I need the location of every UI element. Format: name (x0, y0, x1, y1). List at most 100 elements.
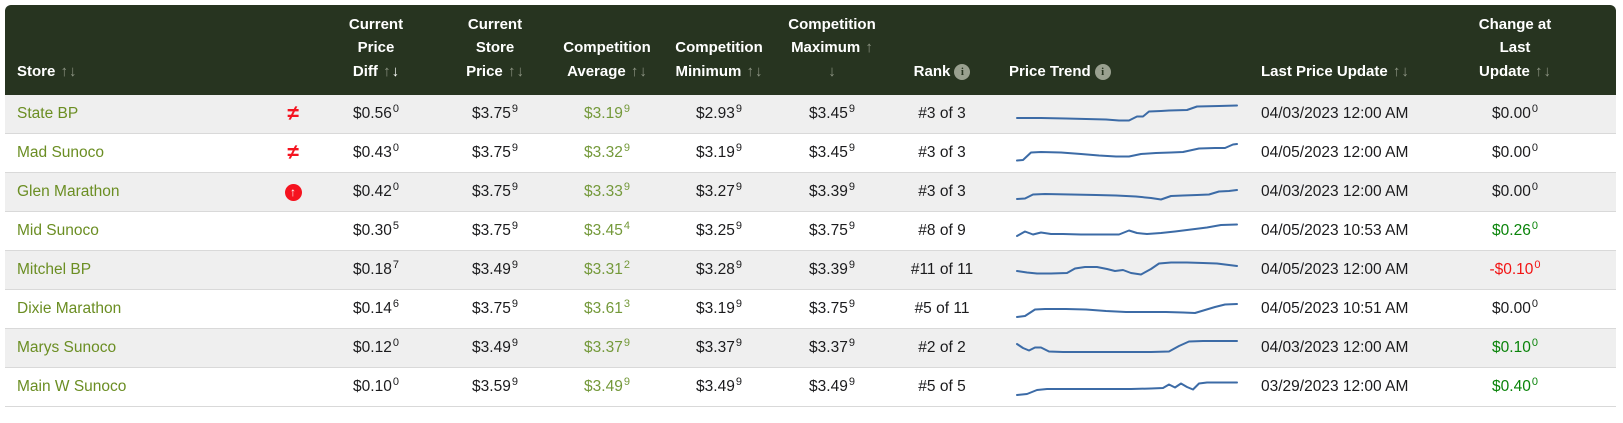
current-price-diff-value: $0.560 (353, 103, 399, 123)
table-row: Mitchel BP $0.187 $3.499 $3.312 $3.289 $… (5, 250, 1616, 291)
rank-value: #3 of 3 (918, 144, 966, 162)
price-trend-sparkline (1016, 340, 1238, 354)
column-header-last-price-update[interactable]: Last Price Update ↑↓ (1253, 5, 1450, 95)
sort-up-icon: ↑ (1535, 62, 1543, 80)
sort-up-icon: ↑ (1392, 62, 1401, 80)
column-header-competition-average[interactable]: Competition Average ↑↓ (551, 5, 663, 95)
sort-down-icon: ↓ (755, 62, 763, 80)
competition-maximum-value: $3.759 (809, 298, 855, 318)
sort-up-icon: ↑ (383, 62, 391, 80)
competition-minimum-value: $3.379 (696, 337, 742, 357)
sort-down-icon: ↓ (828, 62, 836, 80)
current-store-price-value: $3.759 (472, 142, 518, 162)
competition-maximum-value: $3.759 (809, 220, 855, 240)
column-label: Price Trend (1009, 62, 1091, 80)
sort-up-icon: ↑ (630, 62, 639, 80)
current-store-price-value: $3.759 (472, 181, 518, 201)
price-trend-sparkline (1016, 223, 1238, 238)
price-trend-sparkline (1016, 143, 1238, 162)
table-row: Dixie Marathon $0.146 $3.759 $3.613 $3.1… (5, 289, 1616, 330)
price-trend-sparkline (1016, 381, 1238, 397)
rank-value: #8 of 9 (918, 222, 966, 240)
last-price-update-value: 04/03/2023 12:00 AM (1261, 105, 1409, 122)
current-store-price-value: $3.759 (472, 103, 518, 123)
competition-minimum-value: $2.939 (696, 103, 742, 123)
column-header-rank: Rank i (889, 5, 995, 95)
change-at-last-update-value: $0.000 (1492, 103, 1538, 123)
column-header-change-at-last-update[interactable]: Change at Last Update ↑↓ (1450, 5, 1616, 95)
column-header-current-price-diff[interactable]: Current Price Diff ↑↓ (313, 5, 439, 95)
sort-up-icon: ↑ (60, 62, 69, 80)
table-row: Mid Sunoco $0.305 $3.759 $3.454 $3.259 $… (5, 211, 1616, 252)
store-pricing-table: Store ↑↓ Current Price Diff ↑↓ Current S… (5, 5, 1617, 408)
column-label: Competition Maximum (788, 16, 876, 57)
sort-down-icon: ↓ (516, 62, 524, 80)
info-icon[interactable]: i (1094, 63, 1111, 80)
rank-value: #2 of 2 (918, 339, 966, 357)
competition-average-value: $3.613 (584, 298, 630, 318)
table-row: Main W Sunoco $0.100 $3.599 $3.499 $3.49… (5, 367, 1616, 408)
rank-value: #5 of 5 (918, 378, 966, 396)
competition-maximum-value: $3.459 (809, 142, 855, 162)
price-trend-sparkline (1016, 104, 1238, 122)
rank-value: #3 of 3 (918, 183, 966, 201)
column-header-current-store-price[interactable]: Current Store Price ↑↓ (439, 5, 551, 95)
store-link[interactable]: Mid Sunoco (17, 222, 99, 240)
column-header-competition-maximum[interactable]: Competition Maximum ↑ ↓ (775, 5, 889, 95)
rank-value: #11 of 11 (910, 261, 974, 279)
current-price-diff-value: $0.100 (353, 376, 399, 396)
arrow-up-circle-icon: ↑ (284, 184, 302, 202)
store-link[interactable]: Marys Sunoco (17, 339, 117, 357)
store-link[interactable]: Mad Sunoco (17, 144, 105, 162)
table-row: Marys Sunoco $0.120 $3.499 $3.379 $3.379… (5, 328, 1616, 369)
current-price-diff-value: $0.146 (353, 298, 399, 318)
table-header-row: Store ↑↓ Current Price Diff ↑↓ Current S… (5, 5, 1616, 95)
sort-down-icon: ↓ (639, 62, 647, 80)
rank-value: #5 of 11 (914, 300, 970, 318)
column-header-store[interactable]: Store ↑↓ (5, 5, 273, 95)
column-label: Rank (913, 62, 951, 80)
competition-average-value: $3.379 (584, 337, 630, 357)
change-at-last-update-value: $0.100 (1492, 337, 1538, 357)
price-trend-sparkline (1016, 303, 1238, 319)
table-row: Mad Sunoco ≠ $0.430 $3.759 $3.329 $3.199… (5, 133, 1616, 174)
last-price-update-value: 04/05/2023 10:53 AM (1261, 222, 1409, 240)
sort-down-icon: ↓ (1543, 62, 1552, 80)
sort-down-icon: ↓ (69, 62, 77, 80)
current-price-diff-value: $0.120 (353, 337, 399, 357)
current-price-diff-value: $0.430 (353, 142, 399, 162)
current-store-price-value: $3.759 (472, 298, 518, 318)
not-equal-icon: ≠ (287, 102, 299, 125)
table-row: Glen Marathon ↑ $0.420 $3.759 $3.339 $3.… (5, 172, 1616, 213)
store-link[interactable]: Dixie Marathon (17, 300, 122, 318)
last-price-update-value: 04/03/2023 12:00 AM (1261, 183, 1409, 201)
column-label: Current Price Diff (348, 16, 404, 80)
change-at-last-update-value: $0.400 (1492, 376, 1538, 396)
current-store-price-value: $3.499 (472, 259, 518, 279)
competition-average-value: $3.454 (584, 220, 630, 240)
info-icon[interactable]: i (954, 63, 971, 80)
column-header-flag (273, 5, 313, 95)
change-at-last-update-value: $0.000 (1492, 142, 1538, 162)
sort-up-icon: ↑ (865, 39, 873, 57)
competition-minimum-value: $3.199 (696, 142, 742, 162)
competition-average-value: $3.312 (584, 259, 630, 279)
column-label: Last Price Update (1261, 62, 1388, 80)
last-price-update-value: 04/05/2023 12:00 AM (1261, 144, 1409, 162)
rank-value: #3 of 3 (918, 105, 966, 122)
competition-average-value: $3.199 (584, 103, 630, 123)
competition-average-value: $3.339 (584, 181, 630, 201)
store-link[interactable]: Mitchel BP (17, 261, 92, 279)
column-label: Competition Average (563, 39, 651, 80)
competition-minimum-value: $3.289 (696, 259, 742, 279)
last-price-update-value: 04/05/2023 10:51 AM (1261, 300, 1409, 318)
store-link[interactable]: State BP (17, 105, 79, 122)
current-price-diff-value: $0.420 (353, 181, 399, 201)
change-at-last-update-value: -$0.100 (1489, 259, 1541, 279)
price-trend-sparkline (1016, 189, 1238, 201)
column-header-competition-minimum[interactable]: Competition Minimum ↑↓ (663, 5, 775, 95)
store-link[interactable]: Glen Marathon (17, 183, 120, 201)
column-label: Current Store Price (466, 16, 523, 80)
store-link[interactable]: Main W Sunoco (17, 378, 127, 396)
